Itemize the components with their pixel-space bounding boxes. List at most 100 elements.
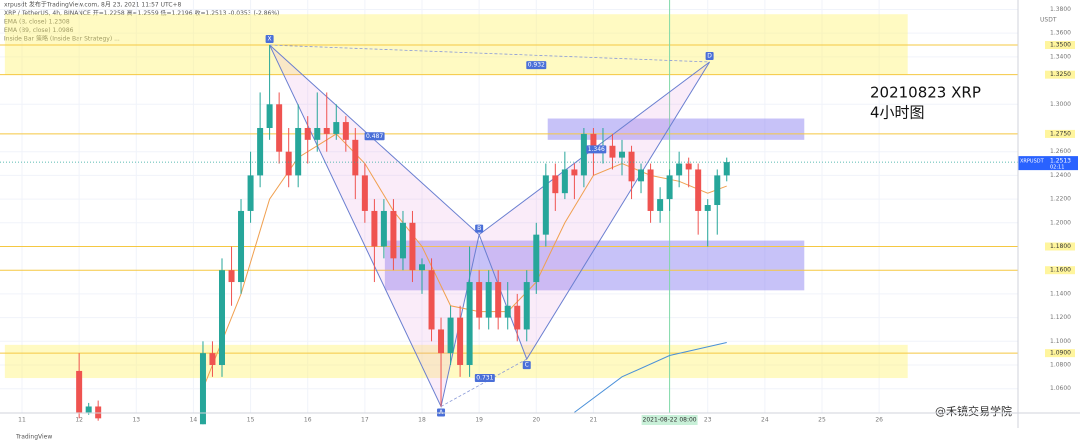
y-tick-label: 1.2600: [1050, 148, 1071, 155]
candle-body: [371, 210, 378, 247]
y-tick-label: 1.1400: [1050, 290, 1071, 297]
pattern-point-tag: [265, 35, 274, 44]
candle-body: [399, 222, 406, 259]
candle-body: [238, 210, 245, 283]
candle-body: [695, 169, 702, 211]
level-label: 1.3250: [1050, 71, 1071, 78]
candle-body: [228, 270, 235, 283]
header-line: xrpusdt 发布于TradingView.com, 8月 23, 2021 …: [4, 1, 182, 9]
candle-body: [552, 175, 559, 194]
level-tag: [1045, 266, 1075, 275]
y-tick-label: 1.3600: [1050, 30, 1071, 37]
candle-body: [466, 282, 473, 366]
candle-body: [619, 151, 625, 158]
level-tag: [1045, 349, 1075, 358]
x-tick-label: 24: [761, 417, 769, 424]
candle-body: [266, 104, 273, 128]
candle-body: [199, 353, 206, 425]
y-tick-label: 1.2000: [1050, 219, 1071, 226]
candle-body: [276, 104, 283, 152]
candle-body: [647, 169, 654, 211]
pattern-point-label: C: [525, 362, 529, 369]
candle-body: [333, 122, 340, 134]
candle-body: [409, 222, 416, 271]
annotation-line: 4小时图: [870, 104, 925, 122]
pattern-point-tag: [522, 361, 531, 370]
candle-body: [342, 122, 349, 140]
pattern-point-tag: [437, 408, 446, 417]
x-tick-label: 12: [75, 417, 83, 424]
candle-body: [85, 406, 92, 413]
x-tick-label: 26: [875, 417, 883, 424]
watermark: @禾镜交易学院: [935, 404, 1012, 418]
candle-body: [685, 163, 692, 170]
candle-body: [209, 353, 216, 366]
y-tick-label: 1.3400: [1050, 53, 1071, 60]
candle-body: [504, 305, 511, 318]
ratio-tag: [474, 374, 495, 383]
x-tick-label: 17: [361, 417, 369, 424]
level-label: 1.3500: [1050, 42, 1071, 49]
zone: [4, 14, 908, 75]
candle-body: [542, 175, 549, 235]
level-tag: [1045, 242, 1075, 251]
header-line: EMA (8, close) 1.2308: [4, 19, 70, 26]
x-tick-label: 13: [132, 417, 140, 424]
candle-body: [485, 282, 492, 318]
candle-body: [352, 139, 359, 176]
y-tick-label: 1.3800: [1050, 6, 1071, 13]
y-tick-label: 1.3000: [1050, 101, 1071, 108]
pattern-point-tag: [705, 51, 714, 60]
zone: [4, 344, 908, 379]
candle-body: [457, 317, 464, 366]
header: xrpusdt 发布于TradingView.com, 8月 23, 2021 …: [4, 1, 279, 43]
y-tick-label: 1.2200: [1050, 196, 1071, 203]
level-tag: [1045, 129, 1075, 138]
zone: [547, 118, 805, 140]
candle-body: [571, 169, 578, 176]
candle-body: [476, 282, 483, 318]
pattern-point-tag: [475, 224, 484, 233]
y-tick-label: 1.1000: [1050, 338, 1071, 345]
level-label: 1.1600: [1050, 267, 1071, 274]
y-tick-label: 1.2400: [1050, 172, 1071, 179]
pattern-diagonal: [440, 358, 527, 407]
ratio-tag: [526, 61, 547, 70]
ratio-label: 1.346: [588, 146, 605, 153]
header-line: XRP / TetherUS, 4h, BINANCE 开=1.2258 高=1…: [4, 9, 279, 17]
candle-body: [666, 175, 673, 200]
pattern-diagonal: [269, 44, 710, 63]
candle-body: [714, 175, 721, 206]
pattern-point-label: D: [707, 52, 712, 59]
x-tick-label: 16: [304, 417, 312, 424]
candle-body: [304, 127, 311, 140]
x-tick-label: 14: [190, 417, 198, 424]
header-line: Inside Bar 策略 (Inside Bar Strategy) ...: [4, 35, 120, 43]
candle-body: [514, 305, 521, 330]
candle-body: [95, 406, 102, 419]
ema-line: [574, 342, 727, 413]
y-tick-label: 1.0800: [1050, 362, 1071, 369]
candle-body: [428, 270, 435, 330]
crosshair-tag: [641, 415, 698, 425]
x-tick-label: 19: [475, 417, 483, 424]
level-tag: [1045, 41, 1075, 50]
candle-body: [590, 133, 597, 152]
candle-body: [561, 169, 568, 194]
candle-body: [723, 162, 730, 176]
ratio-label: 0.932: [528, 62, 545, 69]
pattern-point-label: X: [268, 36, 272, 43]
current-price-tag: [1018, 156, 1078, 171]
current-price: 1.2513: [1050, 158, 1071, 165]
candle-body: [219, 270, 225, 366]
level-tag: [1045, 70, 1075, 79]
candle-body: [638, 169, 645, 182]
header-line: EMA (89, close) 1.0986: [4, 27, 74, 34]
x-tick-label: 18: [418, 417, 426, 424]
candle-body: [580, 133, 587, 176]
candle-body: [523, 282, 530, 330]
candle-body: [390, 210, 397, 259]
candle-body: [361, 175, 368, 211]
candle-body: [285, 151, 292, 176]
